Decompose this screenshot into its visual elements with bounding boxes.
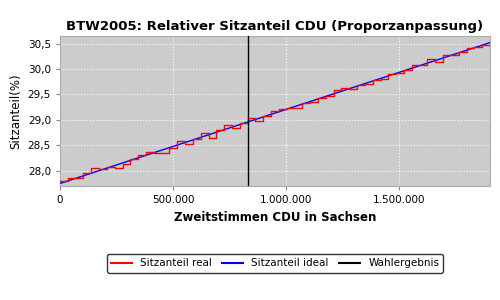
Y-axis label: Sitzanteil(%): Sitzanteil(%) xyxy=(9,73,22,149)
Title: BTW2005: Relativer Sitzanteil CDU (Proporzanpassung): BTW2005: Relativer Sitzanteil CDU (Propo… xyxy=(66,20,484,33)
Legend: Sitzanteil real, Sitzanteil ideal, Wahlergebnis: Sitzanteil real, Sitzanteil ideal, Wahle… xyxy=(106,254,444,272)
X-axis label: Zweitstimmen CDU in Sachsen: Zweitstimmen CDU in Sachsen xyxy=(174,211,376,224)
